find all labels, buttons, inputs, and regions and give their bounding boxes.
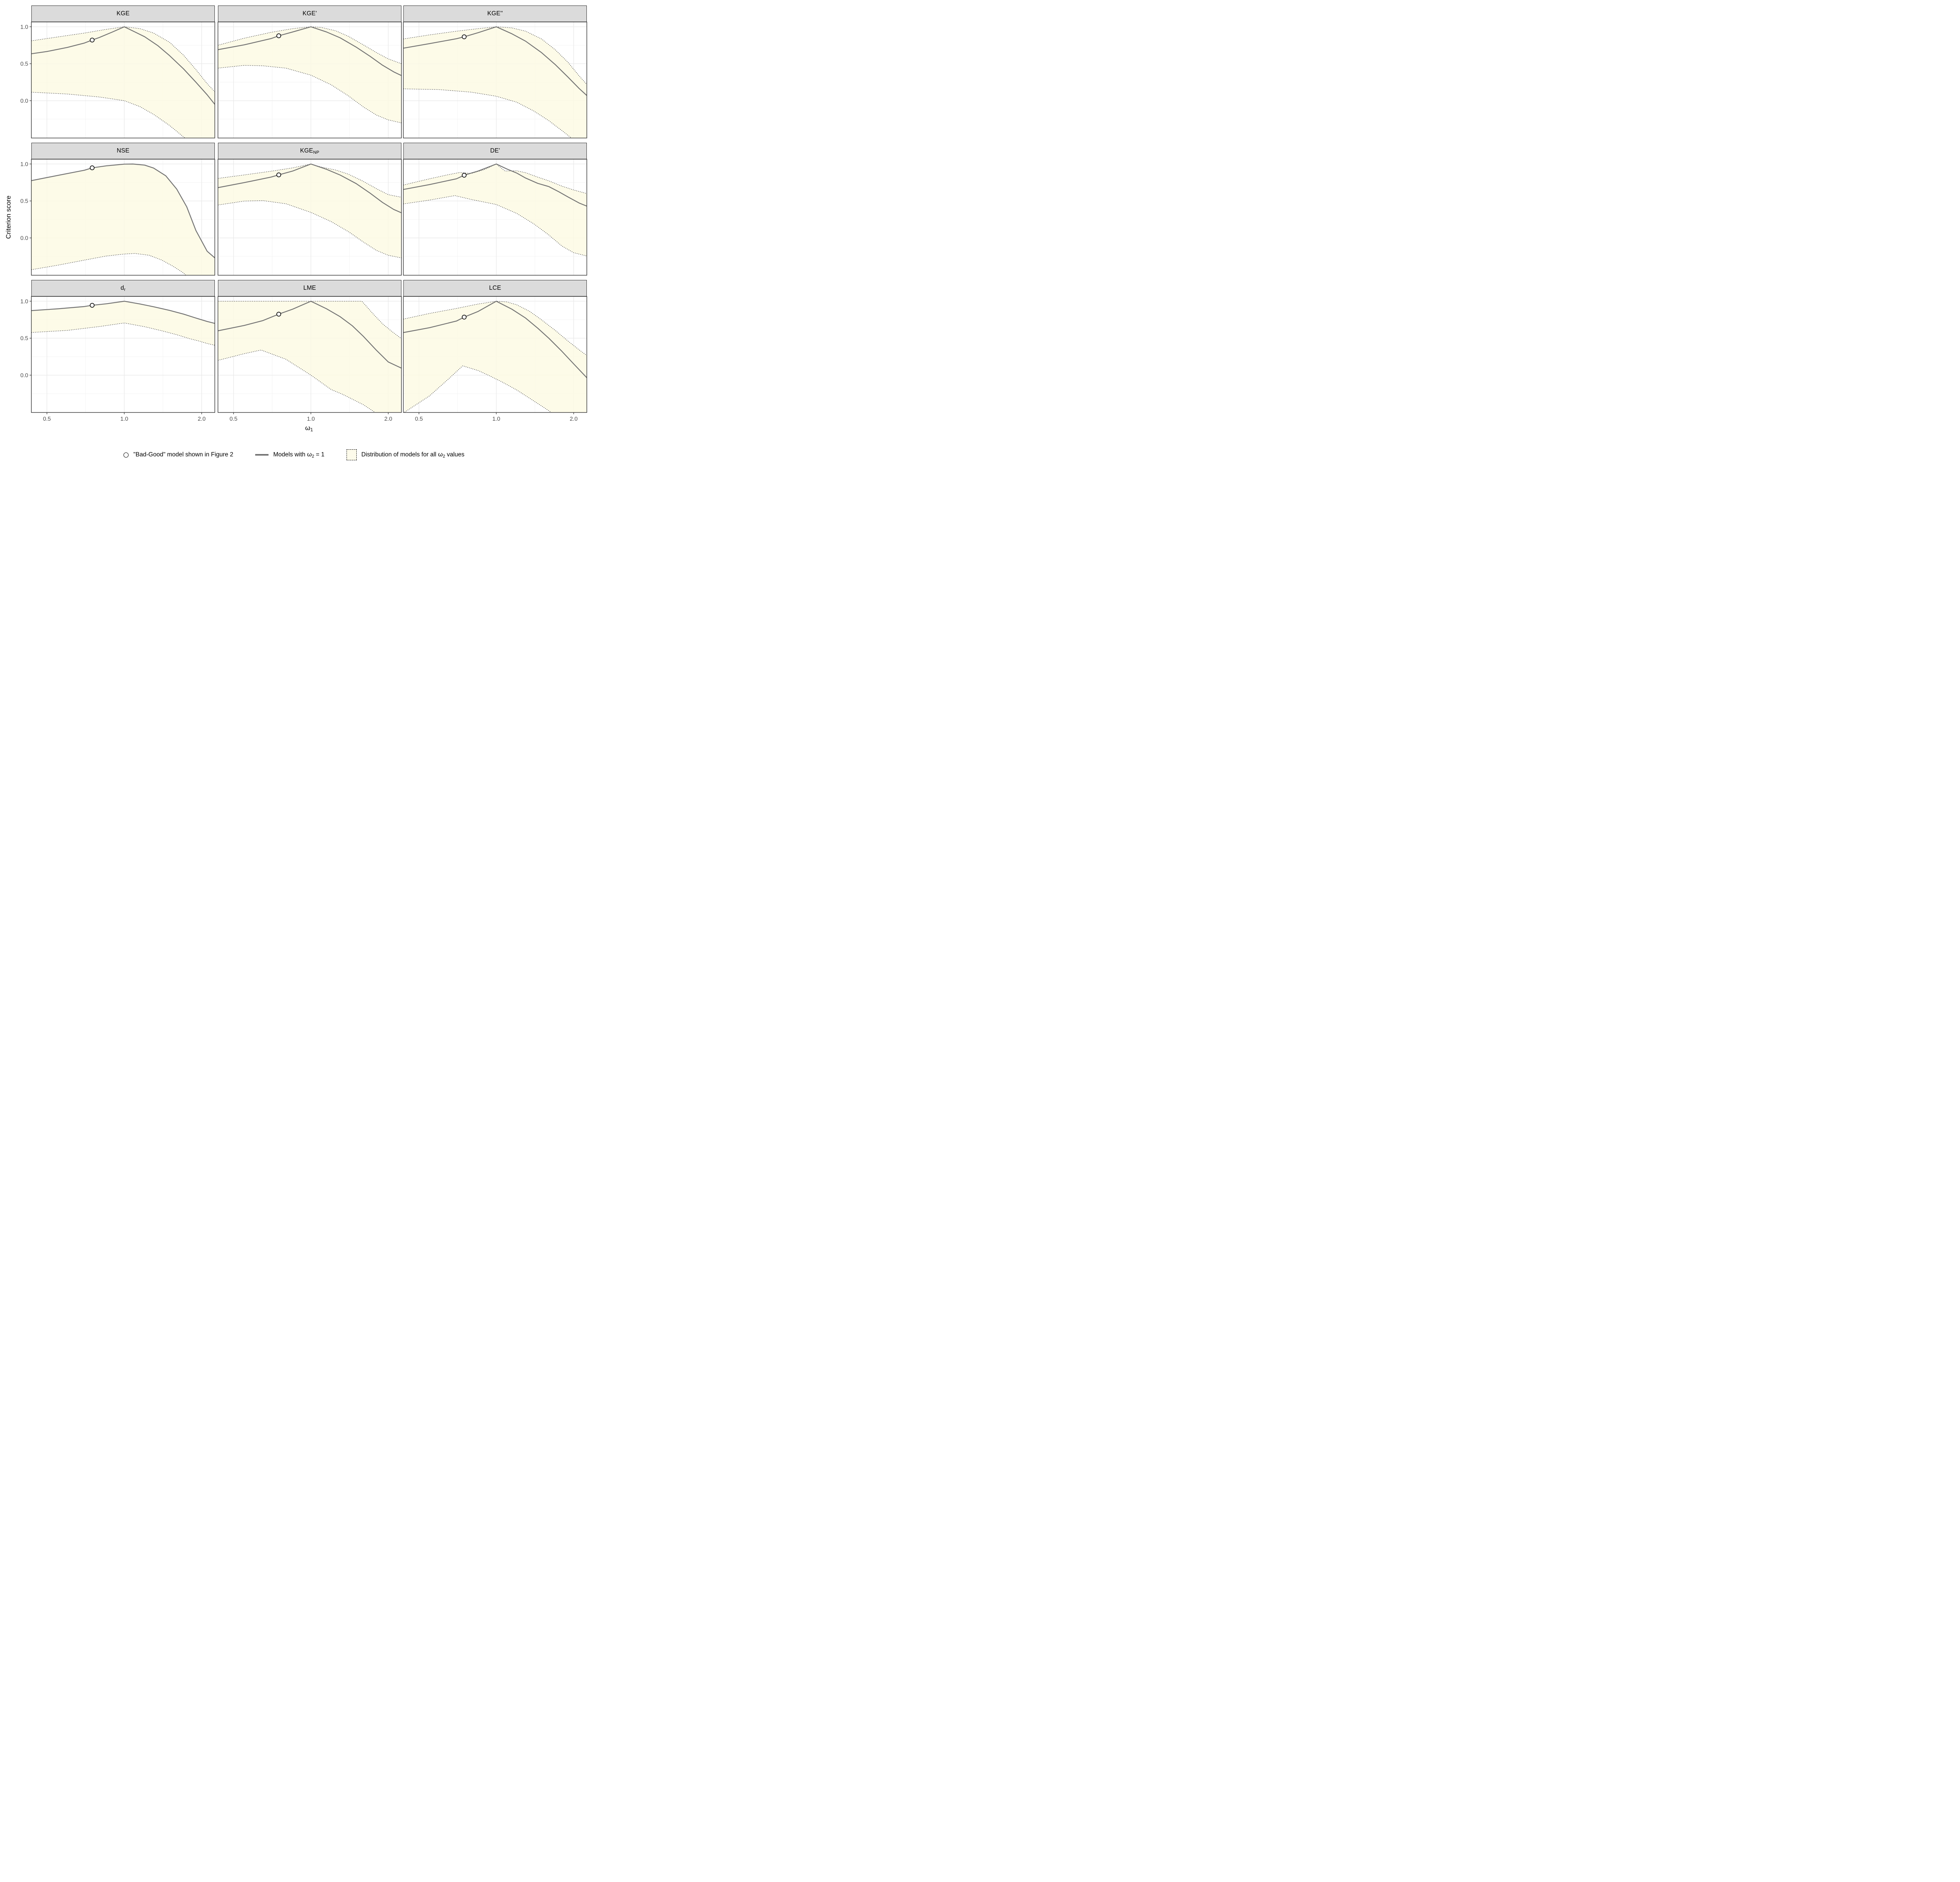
facet-header-nse: NSE <box>31 143 215 159</box>
svg-text:2.0: 2.0 <box>198 416 205 422</box>
svg-text:0.0: 0.0 <box>20 98 28 104</box>
facet-title: KGE <box>116 10 130 17</box>
legend-label: "Bad-Good" model shown in Figure 2 <box>133 451 234 458</box>
facet-title: KGENP <box>300 147 319 155</box>
facet-title: KGE'' <box>487 10 503 17</box>
svg-text:0.5: 0.5 <box>20 61 28 67</box>
bad-good-point-marker <box>276 172 281 177</box>
svg-text:1.0: 1.0 <box>20 298 28 305</box>
solid-line-key-icon <box>255 454 269 456</box>
svg-text:1.0: 1.0 <box>120 416 128 422</box>
svg-text:2.0: 2.0 <box>570 416 577 422</box>
panel-plot-2 <box>403 22 587 138</box>
svg-text:1.0: 1.0 <box>307 416 315 422</box>
svg-text:1.0: 1.0 <box>20 24 28 30</box>
facet-title: LCE <box>489 285 501 291</box>
facet-header-dr: dr <box>31 280 215 296</box>
panel-plot-4 <box>218 159 401 275</box>
bad-good-point-marker <box>90 165 95 171</box>
facet-header-lme: LME <box>218 280 401 296</box>
facet-header-de-prime: DE' <box>403 143 587 159</box>
y-axis-title: Criterion score <box>5 195 12 239</box>
panel-plot-5 <box>403 159 587 275</box>
facet-title: DE' <box>490 147 500 154</box>
svg-text:0.5: 0.5 <box>20 198 28 205</box>
legend-item-omega2-equals-1: Models with ω2 = 1 <box>255 451 325 459</box>
facet-header-kge-double-prime: KGE'' <box>403 5 587 22</box>
legend-label: Models with ω2 = 1 <box>273 451 325 459</box>
legend: "Bad-Good" model shown in Figure 2 Model… <box>0 449 588 460</box>
svg-text:1.0: 1.0 <box>492 416 500 422</box>
svg-text:0.0: 0.0 <box>20 235 28 242</box>
svg-text:0.5: 0.5 <box>43 416 51 422</box>
legend-item-bad-good-model: "Bad-Good" model shown in Figure 2 <box>123 451 233 458</box>
facet-header-kge-prime: KGE' <box>218 5 401 22</box>
panel-plot-8 <box>403 296 587 412</box>
bad-good-point-marker <box>276 312 281 317</box>
svg-text:1.0: 1.0 <box>20 161 28 167</box>
panel-plot-0 <box>31 22 215 138</box>
panel-plot-6 <box>31 296 215 412</box>
facet-header-kge-np: KGENP <box>218 143 401 159</box>
bad-good-point-marker <box>276 33 281 38</box>
svg-text:0.5: 0.5 <box>230 416 238 422</box>
panel-plot-1 <box>218 22 401 138</box>
svg-text:0.5: 0.5 <box>20 336 28 342</box>
open-circle-key-icon <box>123 452 129 458</box>
svg-text:2.0: 2.0 <box>384 416 392 422</box>
panel-plot-7 <box>218 296 401 412</box>
panel-plot-3 <box>31 159 215 275</box>
bad-good-point-marker <box>462 173 467 178</box>
svg-text:0.0: 0.0 <box>20 372 28 379</box>
bad-good-point-marker <box>462 314 467 320</box>
bad-good-point-marker <box>90 303 95 308</box>
faceted-criterion-chart: 1.0 0.5 0.0 1.0 0.5 0.0 1.0 0.5 0.0 0.5 1.0 2.0 0.5 1… <box>0 0 588 470</box>
plot-canvas: 1.0 0.5 0.0 1.0 0.5 0.0 1.0 0.5 0.0 0.5 1.0 2.0 0.5 1… <box>20 22 587 422</box>
facet-title: NSE <box>116 147 130 154</box>
x-axis-title: ω1 <box>305 424 313 432</box>
legend-item-distribution-band: Distribution of models for all ω2 values <box>346 449 465 460</box>
svg-text:0.5: 0.5 <box>415 416 423 422</box>
facet-title: KGE' <box>302 10 317 17</box>
facet-title: dr <box>120 285 126 292</box>
facet-title: LME <box>303 285 316 291</box>
legend-label: Distribution of models for all ω2 values <box>361 451 465 459</box>
facet-header-kge: KGE <box>31 5 215 22</box>
facet-header-lce: LCE <box>403 280 587 296</box>
bad-good-point-marker <box>462 34 467 39</box>
bad-good-point-marker <box>90 38 95 43</box>
dotted-band-key-icon <box>346 449 357 460</box>
